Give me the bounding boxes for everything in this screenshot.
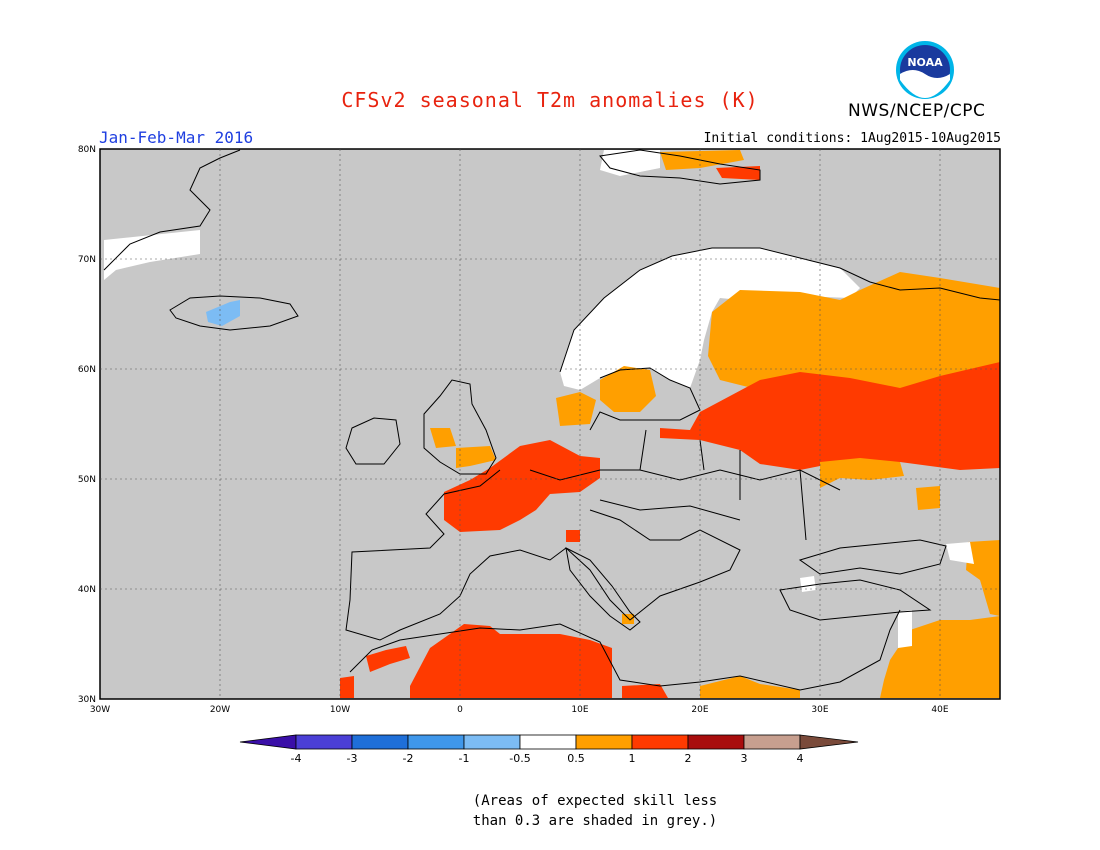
coastline-black-sea [798,539,947,575]
region-eastern-europe-hot [660,362,1000,470]
forecast-period: Jan-Feb-Mar 2016 [99,128,254,147]
coastline-turkey [779,579,932,621]
region-morocco-hot [340,676,354,698]
coastline-iceland [169,295,299,331]
region-caucasus-neutral [946,542,974,564]
anomaly-regions [104,150,1000,698]
legend-swatch [743,734,801,750]
region-caucasus-warm [966,540,1000,616]
map-title: CFSv2 seasonal T2m anomalies (K) [341,88,759,112]
noaa-logo-text: NOAA [907,56,943,69]
lon-tick-label: 20E [691,705,708,715]
region-ireland-warm [430,428,456,448]
legend-label: 2 [685,752,692,765]
legend-swatch [631,734,689,750]
region-atlas-hot [366,646,410,672]
legend-swatch [519,734,577,750]
coastline-svalbard [599,149,761,185]
agency-label: NWS/NCEP/CPC [848,101,986,121]
lon-tick-labels: 30W 20W 10W 0 10E 20E 30E 40E [90,705,949,715]
legend-label: -1 [459,752,470,765]
borders-central-europe [529,429,841,541]
region-scandinavia-neutral [560,248,860,390]
region-black-sea-warm [916,486,940,510]
lat-tick-label: 40N [78,585,96,595]
region-denmark-warm [556,392,596,426]
lon-tick-label: 10E [571,705,588,715]
lat-tick-label: 50N [78,475,96,485]
legend-swatch [575,734,633,750]
footnote-line: than 0.3 are shaded in grey.) [472,813,718,829]
legend-label: -4 [291,752,302,765]
skill-footnote: (Areas of expected skill less than 0.3 a… [0,791,1100,831]
footnote-line: (Areas of expected skill less [472,793,718,809]
legend-label: 0.5 [567,752,585,765]
region-south-sweden-warm [600,366,656,412]
legend-swatch [407,734,465,750]
region-libya-hot [622,684,668,698]
coastline-italy [565,547,641,631]
lat-tick-label: 70N [78,255,96,265]
region-turkey-neutral [800,576,816,592]
coastline-ireland [345,417,401,465]
legend-label: -0.5 [509,752,530,765]
lat-tick-label: 60N [78,365,96,375]
coastline-uk [423,379,497,475]
lat-tick-label: 80N [78,145,96,155]
region-greenland-neutral [104,230,200,280]
lon-tick-label: 20W [210,705,230,715]
region-russia-warm [708,272,1000,400]
coastline-iberia-france [345,469,741,641]
region-ukraine-warm [820,458,904,488]
lat-tick-labels: 30N 40N 50N 60N 70N 80N [78,145,96,705]
region-italy-hot [566,530,580,542]
region-uk-warm [456,446,496,468]
legend-arrow-high [799,734,859,750]
lat-tick-label: 30N [78,695,96,705]
lon-tick-label: 30W [90,705,110,715]
region-levant-neutral [898,610,912,648]
region-svalbard-hot [716,166,760,180]
lon-tick-label: 10W [330,705,350,715]
region-western-europe-hot [444,440,600,532]
noaa-logo-icon: NOAA [896,41,954,99]
region-egypt-warm [700,676,800,698]
legend-label: 4 [797,752,804,765]
map-frame [99,148,1001,700]
coastline-scandinavia [559,247,1001,373]
legend-swatch [295,734,353,750]
legend-label: 1 [629,752,636,765]
coastline-greenland [103,149,241,271]
initial-conditions: Initial conditions: 1Aug2015-10Aug2015 [703,131,1001,146]
lon-tick-label: 0 [457,705,463,715]
legend-swatch [463,734,521,750]
legend-swatch [687,734,745,750]
lon-tick-label: 40E [931,705,948,715]
graticule [100,149,1000,699]
legend-label: 3 [741,752,748,765]
region-sicily-warm [622,614,634,624]
lon-tick-label: 30E [811,705,828,715]
legend-arrow-low [239,734,297,750]
region-iceland-cool [206,300,240,326]
legend-label: -2 [403,752,414,765]
region-north-africa-hot [410,624,612,698]
legend-swatch [351,734,409,750]
legend-label: -3 [347,752,358,765]
coastline-north-africa [349,609,901,691]
